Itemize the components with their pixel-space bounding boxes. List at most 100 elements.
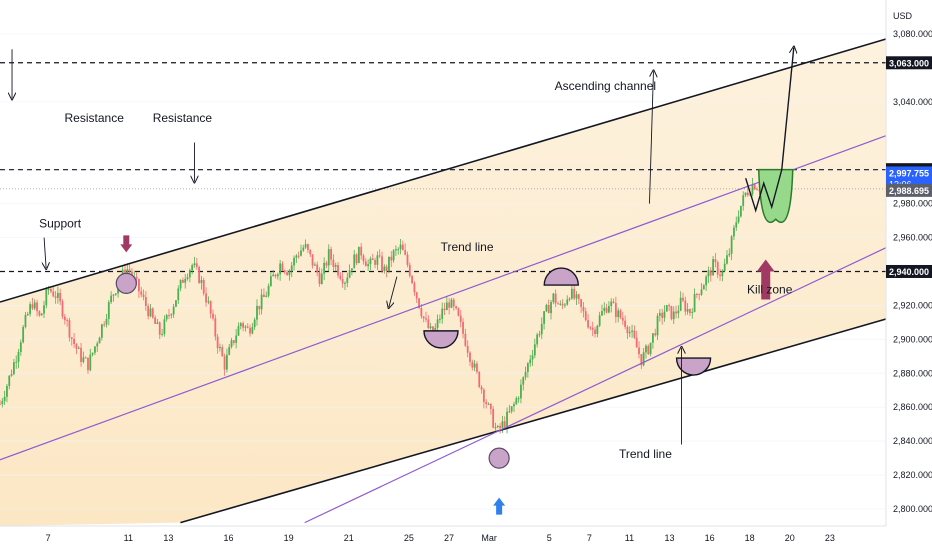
candle-body [455,306,458,309]
candle-body [202,280,205,294]
highlight-circle [115,272,137,294]
candle-body [665,305,668,312]
candle-body [209,301,212,314]
candle-body [339,275,342,279]
candle-body [728,253,731,256]
candle-body [269,276,272,286]
candle-body [401,244,404,251]
candle-body [228,346,231,355]
candle-body [10,374,13,376]
price-axis-panel[interactable] [886,0,932,526]
candle-body [652,333,654,343]
x-tick-label: 25 [404,533,414,543]
grid-layer [0,33,886,510]
candle-body [300,250,302,256]
channel-fill [0,39,886,526]
candle-body [677,310,680,314]
candle-body [559,303,562,305]
candle-body [575,294,578,299]
candle-body [288,271,291,276]
candle-body [494,427,497,429]
candle-body [0,403,1,405]
candle-body [135,276,138,280]
candle-body [149,308,152,317]
candle-body [84,357,87,359]
x-axis-layer: 7 11 13 16 19 21 25 27 Mar 5 7 11 13 16 18 20 23 [46,533,835,543]
candle-body [110,295,113,303]
candle-body [691,311,694,314]
candle-body [232,340,235,343]
candle-body [457,308,460,316]
candle-body [582,306,585,312]
y-tick-label: 2,960.000 [893,233,932,243]
half-circle [423,330,459,349]
annotation-arrow [389,276,398,308]
annotation-label: Trend line [619,447,672,461]
candle-body [253,319,256,328]
candle-body [214,318,217,337]
candle-body [420,308,423,317]
candle-body [670,305,673,320]
candle-body [249,327,251,334]
candle-body [390,256,393,261]
candle-body [151,308,154,318]
candle-body [94,346,96,353]
candle-body [112,294,115,296]
candle-body [367,264,370,267]
candle-body [705,276,708,286]
candle-body [281,263,284,271]
candle-body [668,305,671,307]
candle-body [265,295,268,297]
candle-body [649,342,652,354]
candle-body [168,315,170,317]
candle-body [522,377,525,385]
channel-upper-line [0,38,887,303]
candle-body [441,308,444,319]
half-circle [543,267,579,286]
candle-body [144,296,147,307]
candle-body [212,313,214,319]
candle-body [450,299,453,308]
candle-body [635,337,638,348]
candle-body [658,312,661,316]
candle-body [205,293,207,303]
candle-body [645,345,647,353]
candle-body [33,302,36,309]
candle-body [381,256,383,272]
candle-body [735,222,738,228]
candle-body [626,326,629,334]
candle-body [323,262,326,274]
annotation-label: Trend line [441,240,494,254]
candle-body [17,352,20,362]
candle-body [40,313,43,316]
candle-body [594,329,596,334]
candle-body [716,262,719,275]
time-axis-panel[interactable] [0,526,932,550]
candle-body [346,277,349,283]
candle-body [311,254,314,266]
candle-body [469,352,471,362]
trend-line-upper [0,135,887,461]
candle-body [66,319,69,321]
arrow-down-icon [120,235,133,253]
candle-body [89,354,92,371]
candle-body [239,323,242,327]
candle-body [492,408,495,428]
candle-body [19,342,22,353]
candle-body [640,354,643,366]
candle-body [443,308,446,311]
trend-line-lower [304,247,887,524]
candle-body [337,265,339,276]
candle-body [364,261,367,267]
y-tick-label: 2,980.000 [893,199,932,209]
y-tick-label: 3,040.000 [893,97,932,107]
candle-body [170,314,173,316]
x-tick-label: 16 [705,533,715,543]
y-tick-label: 2,900.000 [893,334,932,344]
candle-body [603,307,606,312]
candle-body [614,303,617,318]
candle-body [700,289,703,295]
candle-body [246,326,249,328]
x-tick-label: 13 [163,533,173,543]
candle-body [290,265,293,272]
